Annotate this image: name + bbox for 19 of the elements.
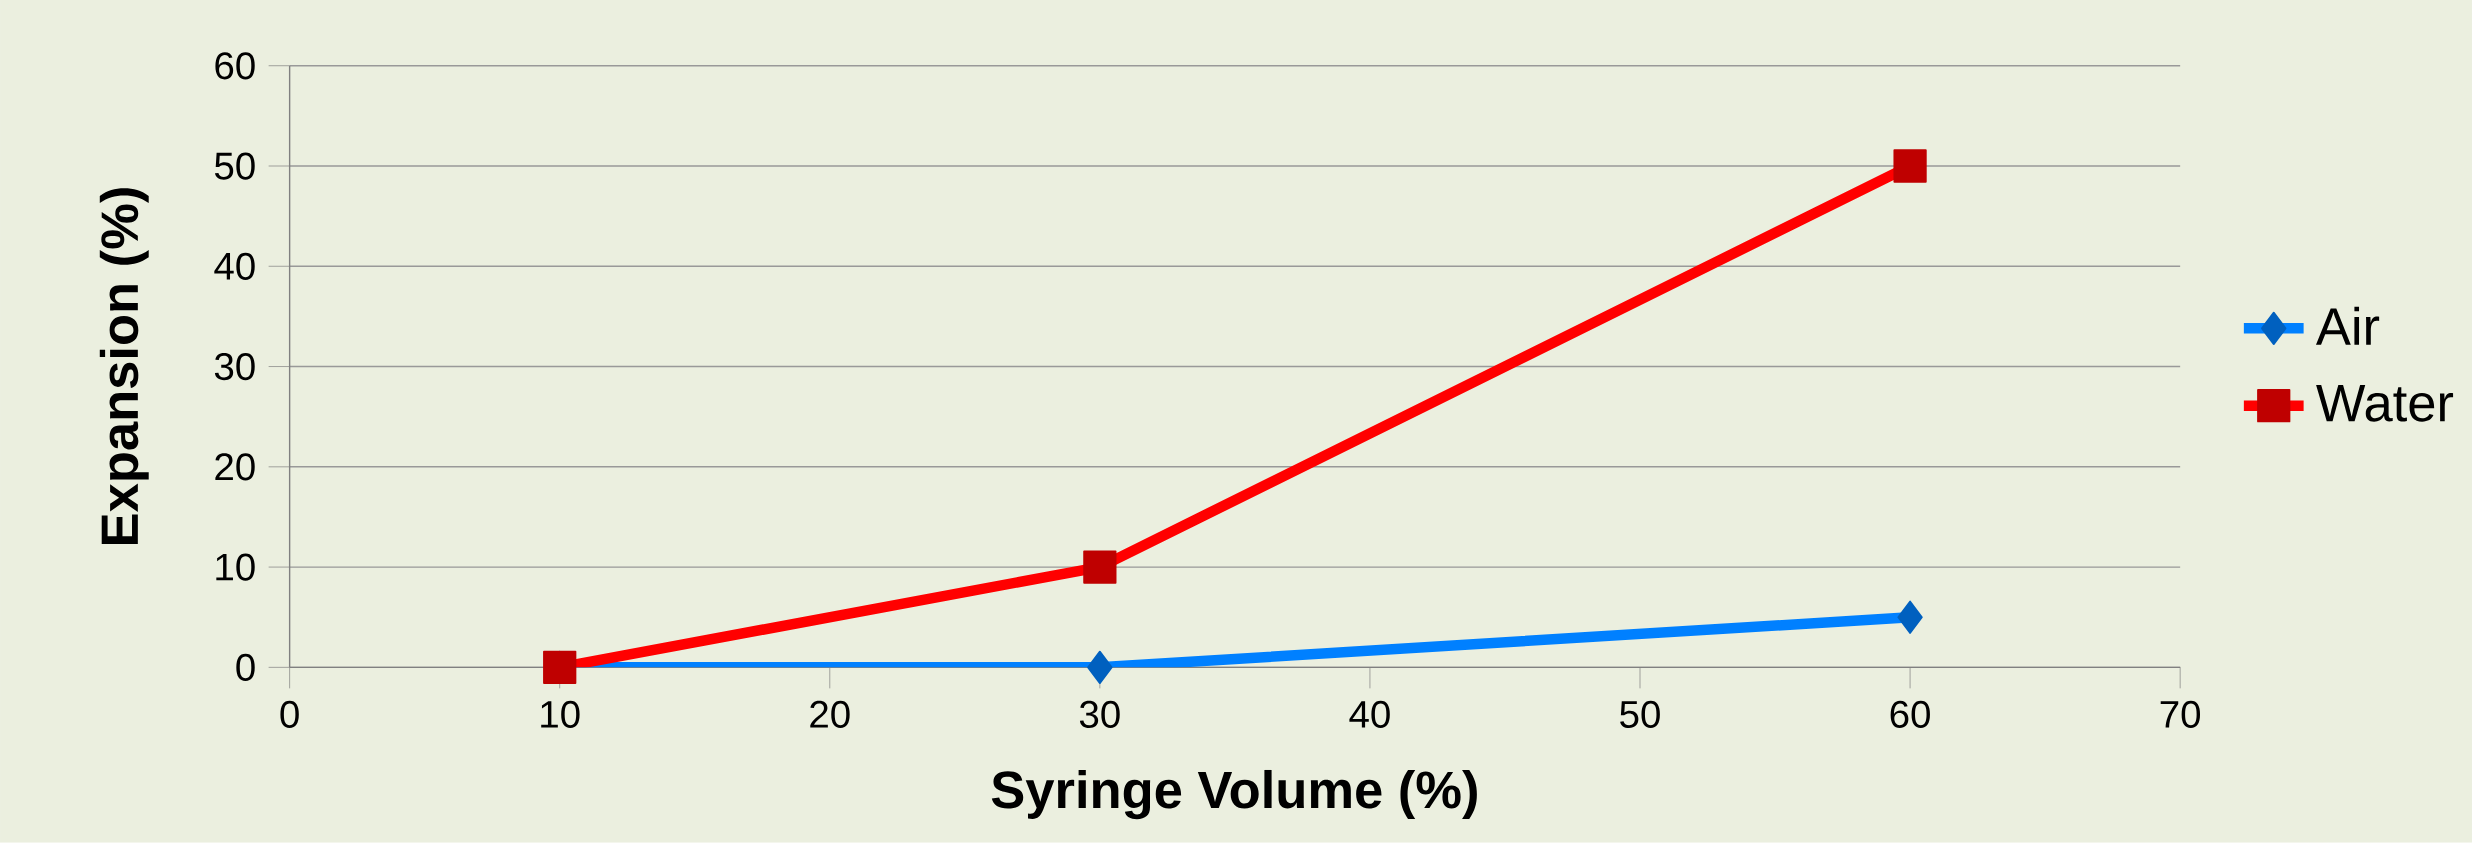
x-tick-label: 40 <box>1349 700 1390 729</box>
y-axis-title: Expansion (%) <box>99 188 149 545</box>
legend-label: Water <box>2316 385 2454 422</box>
y-tick-label: 30 <box>214 353 255 381</box>
y-tick-label: 10 <box>216 553 255 581</box>
x-tick-label: 60 <box>1890 700 1930 729</box>
y-tick-label: 60 <box>215 52 255 80</box>
x-tick-label: 70 <box>2160 700 2201 729</box>
y-tick-label: 0 <box>236 653 255 682</box>
y-tick-label: 40 <box>214 252 255 281</box>
x-tick-label: 0 <box>280 700 299 729</box>
x-tick-label: 20 <box>810 700 850 729</box>
x-tick-label: 30 <box>1079 700 1120 729</box>
x-tick-label: 50 <box>1620 700 1660 729</box>
x-tick-label: 10 <box>541 700 580 729</box>
x-axis-title: Syringe Volume (%) <box>991 770 1477 820</box>
legend-label: Air <box>2315 306 2380 345</box>
y-tick-label: 50 <box>214 152 255 180</box>
y-tick-label: 20 <box>215 453 255 481</box>
